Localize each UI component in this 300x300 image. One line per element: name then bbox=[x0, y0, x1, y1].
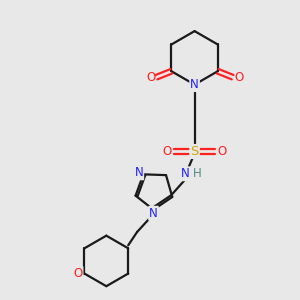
Text: O: O bbox=[146, 71, 155, 84]
Text: S: S bbox=[190, 145, 199, 158]
Text: H: H bbox=[193, 167, 201, 180]
Text: N: N bbox=[134, 167, 143, 179]
Text: N: N bbox=[181, 167, 190, 180]
Text: O: O bbox=[163, 145, 172, 158]
Text: N: N bbox=[149, 207, 158, 220]
Text: N: N bbox=[190, 78, 199, 91]
Text: O: O bbox=[234, 71, 243, 84]
Text: O: O bbox=[73, 267, 83, 280]
Text: O: O bbox=[217, 145, 226, 158]
